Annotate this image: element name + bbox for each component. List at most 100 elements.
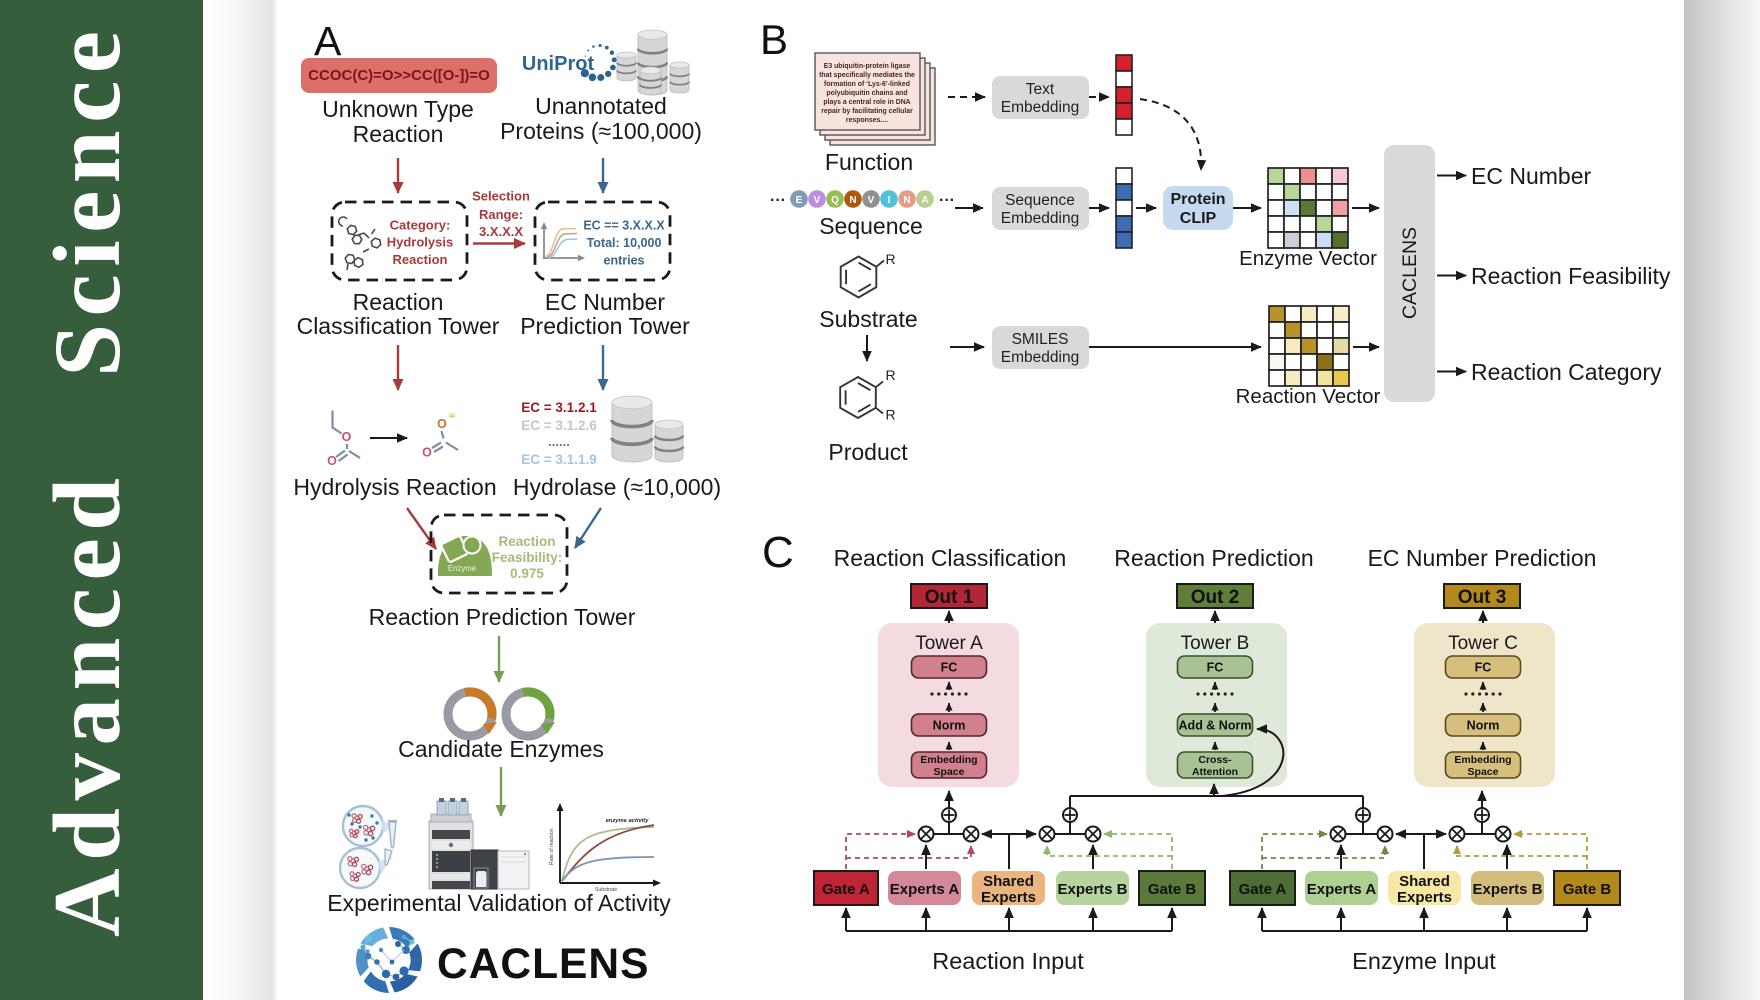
svg-text:Candidate Enzymes: Candidate Enzymes [398,736,604,762]
svg-text:N: N [849,195,856,206]
svg-text:CACLENS: CACLENS [1399,227,1421,319]
svg-text:Experts A: Experts A [1307,881,1377,898]
svg-text:FC: FC [941,661,958,675]
svg-text:Tower C: Tower C [1448,633,1518,654]
svg-text:Embedding: Embedding [1454,754,1511,766]
svg-text:Reaction: Reaction [498,534,555,549]
svg-text:Enzyme: Enzyme [448,564,476,573]
svg-text:......: ...... [548,434,570,449]
svg-text:Out 1: Out 1 [925,587,974,608]
svg-text:UniProt: UniProt [522,53,595,75]
svg-text:Reaction: Reaction [393,252,448,267]
svg-text:C: C [762,528,794,577]
svg-text:O: O [342,430,352,444]
svg-text:Attention: Attention [1192,766,1238,778]
svg-text:polyubiquitin chains and: polyubiquitin chains and [826,90,907,97]
svg-text:EC Number: EC Number [1471,163,1591,189]
svg-text:Experimental Validation of Act: Experimental Validation of Activity [327,890,671,916]
svg-text:Reaction Category: Reaction Category [1471,359,1662,385]
svg-text:Function: Function [825,149,913,175]
svg-text:Hydrolysis Reaction: Hydrolysis Reaction [293,474,496,500]
svg-text:Tower B: Tower B [1181,633,1250,654]
svg-text:EC = 3.1.2.6: EC = 3.1.2.6 [521,418,597,433]
svg-text:V: V [868,195,875,206]
svg-text:Sequence: Sequence [819,213,923,239]
svg-text:Experts: Experts [1397,889,1452,906]
svg-text:Reaction: Reaction [353,289,444,315]
svg-text:Prediction Tower: Prediction Tower [520,313,690,339]
svg-text:EC = 3.1.1.9: EC = 3.1.1.9 [521,452,596,467]
svg-text:0.975: 0.975 [510,566,544,581]
svg-text:Enzyme Input: Enzyme Input [1352,948,1496,974]
svg-text:Product: Product [828,439,908,465]
svg-text:3.X.X.X: 3.X.X.X [479,224,523,239]
svg-text:Reaction Feasibility: Reaction Feasibility [1471,263,1671,289]
svg-text:Q: Q [831,195,839,206]
svg-text:Experts: Experts [981,889,1036,906]
svg-text:Category:: Category: [390,218,451,233]
svg-text:Enzyme Vector: Enzyme Vector [1239,247,1377,270]
svg-text:Classification Tower: Classification Tower [297,313,500,339]
svg-text:Experts B: Experts B [1057,881,1127,898]
svg-text:B: B [760,16,788,63]
svg-text:Gate B: Gate B [1148,881,1197,898]
svg-text:Reaction Prediction: Reaction Prediction [1114,545,1313,571]
svg-text:Selection: Selection [472,189,530,204]
svg-text:Unannotated: Unannotated [535,93,667,119]
svg-text:CCOC(C)=O>>CC([O-])=O: CCOC(C)=O>>CC([O-])=O [308,67,490,84]
svg-text:R: R [885,407,895,423]
svg-text:Space: Space [1468,766,1499,778]
svg-text:EC Number Prediction: EC Number Prediction [1368,545,1597,571]
svg-text:Embedding: Embedding [1001,349,1079,366]
svg-text:N: N [903,195,910,206]
svg-text:Tower A: Tower A [915,633,983,654]
svg-text:V: V [814,195,821,206]
svg-text:Embedding: Embedding [920,754,977,766]
svg-text:E3 ubiquitin-protein ligase: E3 ubiquitin-protein ligase [824,63,911,70]
svg-text:Add & Norm: Add & Norm [1179,719,1252,733]
svg-text:Norm: Norm [933,719,966,733]
svg-text:Reaction Vector: Reaction Vector [1236,385,1381,408]
svg-text:that specifically mediates the: that specifically mediates the [819,72,915,79]
svg-text:O: O [327,454,337,468]
svg-text:Space: Space [934,766,965,778]
svg-text:···: ··· [939,192,955,209]
svg-text:CLIP: CLIP [1180,210,1217,227]
svg-text:Hydrolase (≈10,000): Hydrolase (≈10,000) [513,474,721,500]
svg-text:Reaction Prediction Tower: Reaction Prediction Tower [369,604,636,630]
svg-text:Substrate: Substrate [819,306,917,332]
svg-text:R: R [885,251,895,267]
svg-text:formation of ‘Lys-6’-linked: formation of ‘Lys-6’-linked [824,81,910,88]
svg-text:Norm: Norm [1467,719,1500,733]
svg-text:repair by facilitating cellula: repair by facilitating cellular [821,108,913,115]
svg-text:Text: Text [1026,81,1055,98]
svg-text:Feasibility:: Feasibility: [492,550,563,565]
svg-text:Gate A: Gate A [1239,881,1287,898]
svg-text:Unknown Type: Unknown Type [322,96,474,122]
svg-text:Shared: Shared [983,873,1034,890]
svg-text:A: A [921,195,928,206]
svg-text:Sequence: Sequence [1005,192,1075,209]
svg-text:I: I [888,195,891,206]
svg-text:−: − [449,411,454,421]
svg-text:···: ··· [770,192,786,209]
svg-text:entries: entries [604,254,645,268]
svg-text:Proteins (≈100,000): Proteins (≈100,000) [500,118,702,144]
svg-text:O: O [437,417,447,431]
svg-text:Experts A: Experts A [890,881,960,898]
svg-text:Cross-: Cross- [1198,754,1232,766]
svg-text:Total: 10,000: Total: 10,000 [587,236,662,250]
svg-text:Gate B: Gate B [1563,881,1612,898]
svg-text:plays a central role in DNA: plays a central role in DNA [823,99,910,106]
svg-text:Advanced Science: Advanced Science [34,24,140,937]
svg-text:Shared: Shared [1399,873,1450,890]
svg-text:Protein: Protein [1170,191,1225,208]
svg-text:Out 3: Out 3 [1458,587,1507,608]
svg-text:O: O [422,446,432,460]
svg-text:Gate A: Gate A [822,881,870,898]
svg-text:Range:: Range: [479,207,523,222]
svg-text:FC: FC [1207,661,1224,675]
svg-text:Substrate: Substrate [595,887,617,893]
svg-text:Rate of reaction: Rate of reaction [549,828,555,865]
svg-text:Embedding: Embedding [1001,210,1079,227]
